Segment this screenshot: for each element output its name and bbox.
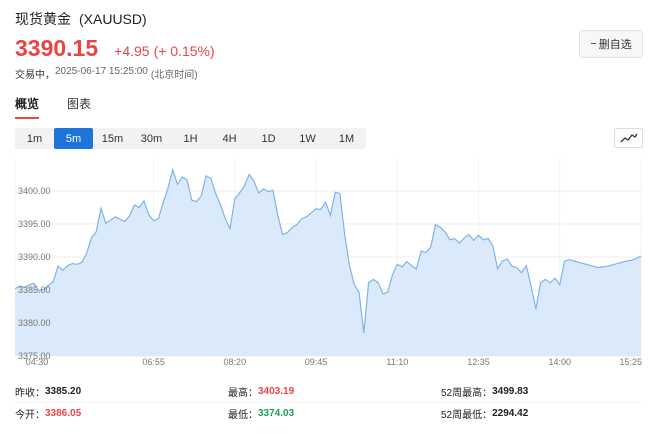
price-chart[interactable]: 3400.00 3395.00 3390.00 3385.00 3380.00 3375.… [15,158,642,370]
x-tick-label: 11:10 [386,357,408,367]
period-30m[interactable]: 30m [140,132,163,145]
timezone-label: (北京时间) [150,70,198,81]
minus-icon: − [590,38,597,50]
y-tick-label: 3390.00 [18,252,51,262]
stat-high: 最高： 3403.19 [228,384,441,399]
x-tick-label: 08:20 [224,357,247,367]
x-tick-label: 12:35 [467,357,490,367]
period-1m[interactable]: 1m [26,132,43,145]
x-tick-label: 14:00 [548,357,571,367]
stats-row: 今开： 3386.05 最低： 3374.03 52周最低： 2294.42 [15,402,642,424]
stat-52w-high: 52周最高： 3499.83 [441,384,642,399]
y-tick-label: 3385.00 [18,285,51,295]
tab-chart[interactable]: 图表 [67,97,92,111]
stat-52w-low-label: 52周最低： [441,410,493,421]
y-tick-label: 3400.00 [18,186,51,196]
stat-prev-close: 昨收： 3385.20 [15,384,228,399]
stats-row: 昨收： 3385.20 最高： 3403.19 52周最高： 3499.83 [15,380,642,402]
y-tick-label: 3375.00 [18,351,51,361]
stat-52w-high-label: 52周最高： [441,387,493,399]
last-price: 3390.15 [15,35,99,61]
stat-open: 今开： 3386.05 [15,406,228,421]
x-tick-label: 06:55 [142,357,165,367]
stat-52w-low-value: 2294.42 [492,408,529,419]
chart-type-button[interactable] [614,128,643,148]
x-tick-label: 09:45 [305,357,328,367]
period-4h[interactable]: 4H [222,132,237,145]
stat-52w-low: 52周最低： 2294.42 [441,406,642,421]
stat-open-label: 今开： [15,410,45,421]
price-chart-svg: 3400.00 3395.00 3390.00 3385.00 3380.00 3375.… [15,158,642,370]
price-change-value: +4.95 [114,43,150,59]
price-line [15,167,642,333]
instrument-code: (XAUUSD) [79,11,147,27]
stats-table: 昨收： 3385.20 最高： 3403.19 52周最高： 3499.83 今… [15,380,642,424]
period-1w[interactable]: 1W [299,132,316,145]
stat-low-label: 最低： [228,410,258,421]
period-1d[interactable]: 1D [261,132,276,145]
instrument-name: 现货黄金 [15,11,71,27]
period-selector: 1m 5m 15m 30m 1H 4H 1D 1W 1M [15,128,366,149]
instrument-title: 现货黄金 (XAUUSD) [15,9,147,29]
quote-row: 3390.15 +4.95 (+ 0.15%) [15,35,215,62]
price-area [15,169,641,356]
line-chart-icon [620,133,638,143]
remove-watchlist-button[interactable]: − 删自选 [579,30,643,58]
trading-status: 交易中， 2025-06-17 15:25:00 (北京时间) [15,66,198,81]
period-1mo[interactable]: 1M [338,132,355,145]
stat-52w-high-value: 3499.83 [492,385,529,397]
remove-watchlist-label: 删自选 [598,39,632,51]
x-tick-label: 04:30 [26,357,49,367]
stat-low: 最低： 3374.03 [228,406,441,421]
price-change: +4.95 (+ 0.15%) [114,43,215,59]
stat-low-value: 3374.03 [258,408,295,419]
view-tabs: 概览 图表 [15,95,119,119]
y-tick-label: 3395.00 [18,219,51,229]
period-15m[interactable]: 15m [101,132,124,145]
stat-prev-close-value: 3385.20 [45,385,82,397]
trading-status-label: 交易中， [15,70,55,81]
y-tick-label: 3380.00 [18,318,51,328]
x-tick-label: 15:25 [619,357,642,367]
period-5m[interactable]: 5m [54,128,93,149]
stat-open-value: 3386.05 [45,408,82,419]
quote-timestamp: 2025-06-17 15:25:00 [55,66,148,77]
period-1h[interactable]: 1H [183,132,198,145]
stat-high-label: 最高： [228,387,258,399]
stat-high-value: 3403.19 [258,385,295,397]
price-change-percent: (+ 0.15%) [153,43,215,59]
tab-overview[interactable]: 概览 [15,95,40,119]
stat-prev-close-label: 昨收： [15,387,45,399]
